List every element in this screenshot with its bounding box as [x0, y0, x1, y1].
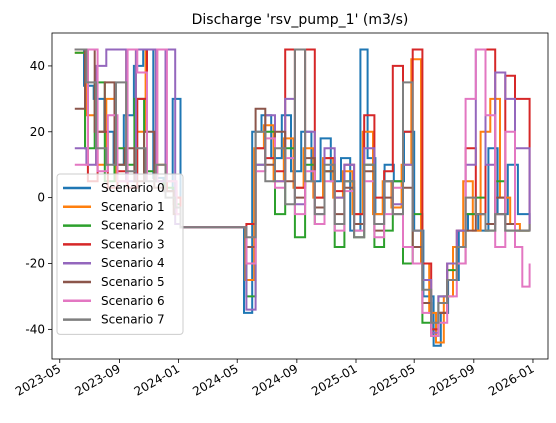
- y-tick-label: 40: [30, 59, 45, 73]
- series-line-7: [74, 48, 531, 324]
- legend-label: Scenario 0: [101, 181, 165, 195]
- y-tick-label: -20: [25, 257, 45, 271]
- y-axis: -40 -20 0 20 40: [25, 59, 52, 336]
- y-tick-label: 20: [30, 125, 45, 139]
- legend: Scenario 0 Scenario 1 Scenario 2 Scenario 3…: [56, 173, 184, 335]
- legend-label: Scenario 2: [101, 219, 165, 233]
- legend-label: Scenario 4: [101, 256, 165, 270]
- legend-label: Scenario 3: [101, 237, 165, 251]
- legend-label: Scenario 6: [101, 294, 165, 308]
- plot-frame: [51, 32, 549, 360]
- legend-label: Scenario 5: [101, 275, 165, 289]
- chart-title: Discharge 'rsv_pump_1' (m3/s): [192, 12, 409, 28]
- series-layer: [74, 48, 531, 347]
- y-tick-label: 0: [37, 191, 45, 205]
- y-tick-label: -40: [25, 322, 45, 336]
- legend-box: [56, 173, 184, 335]
- legend-label: Scenario 7: [101, 313, 165, 327]
- legend-label: Scenario 1: [101, 200, 165, 214]
